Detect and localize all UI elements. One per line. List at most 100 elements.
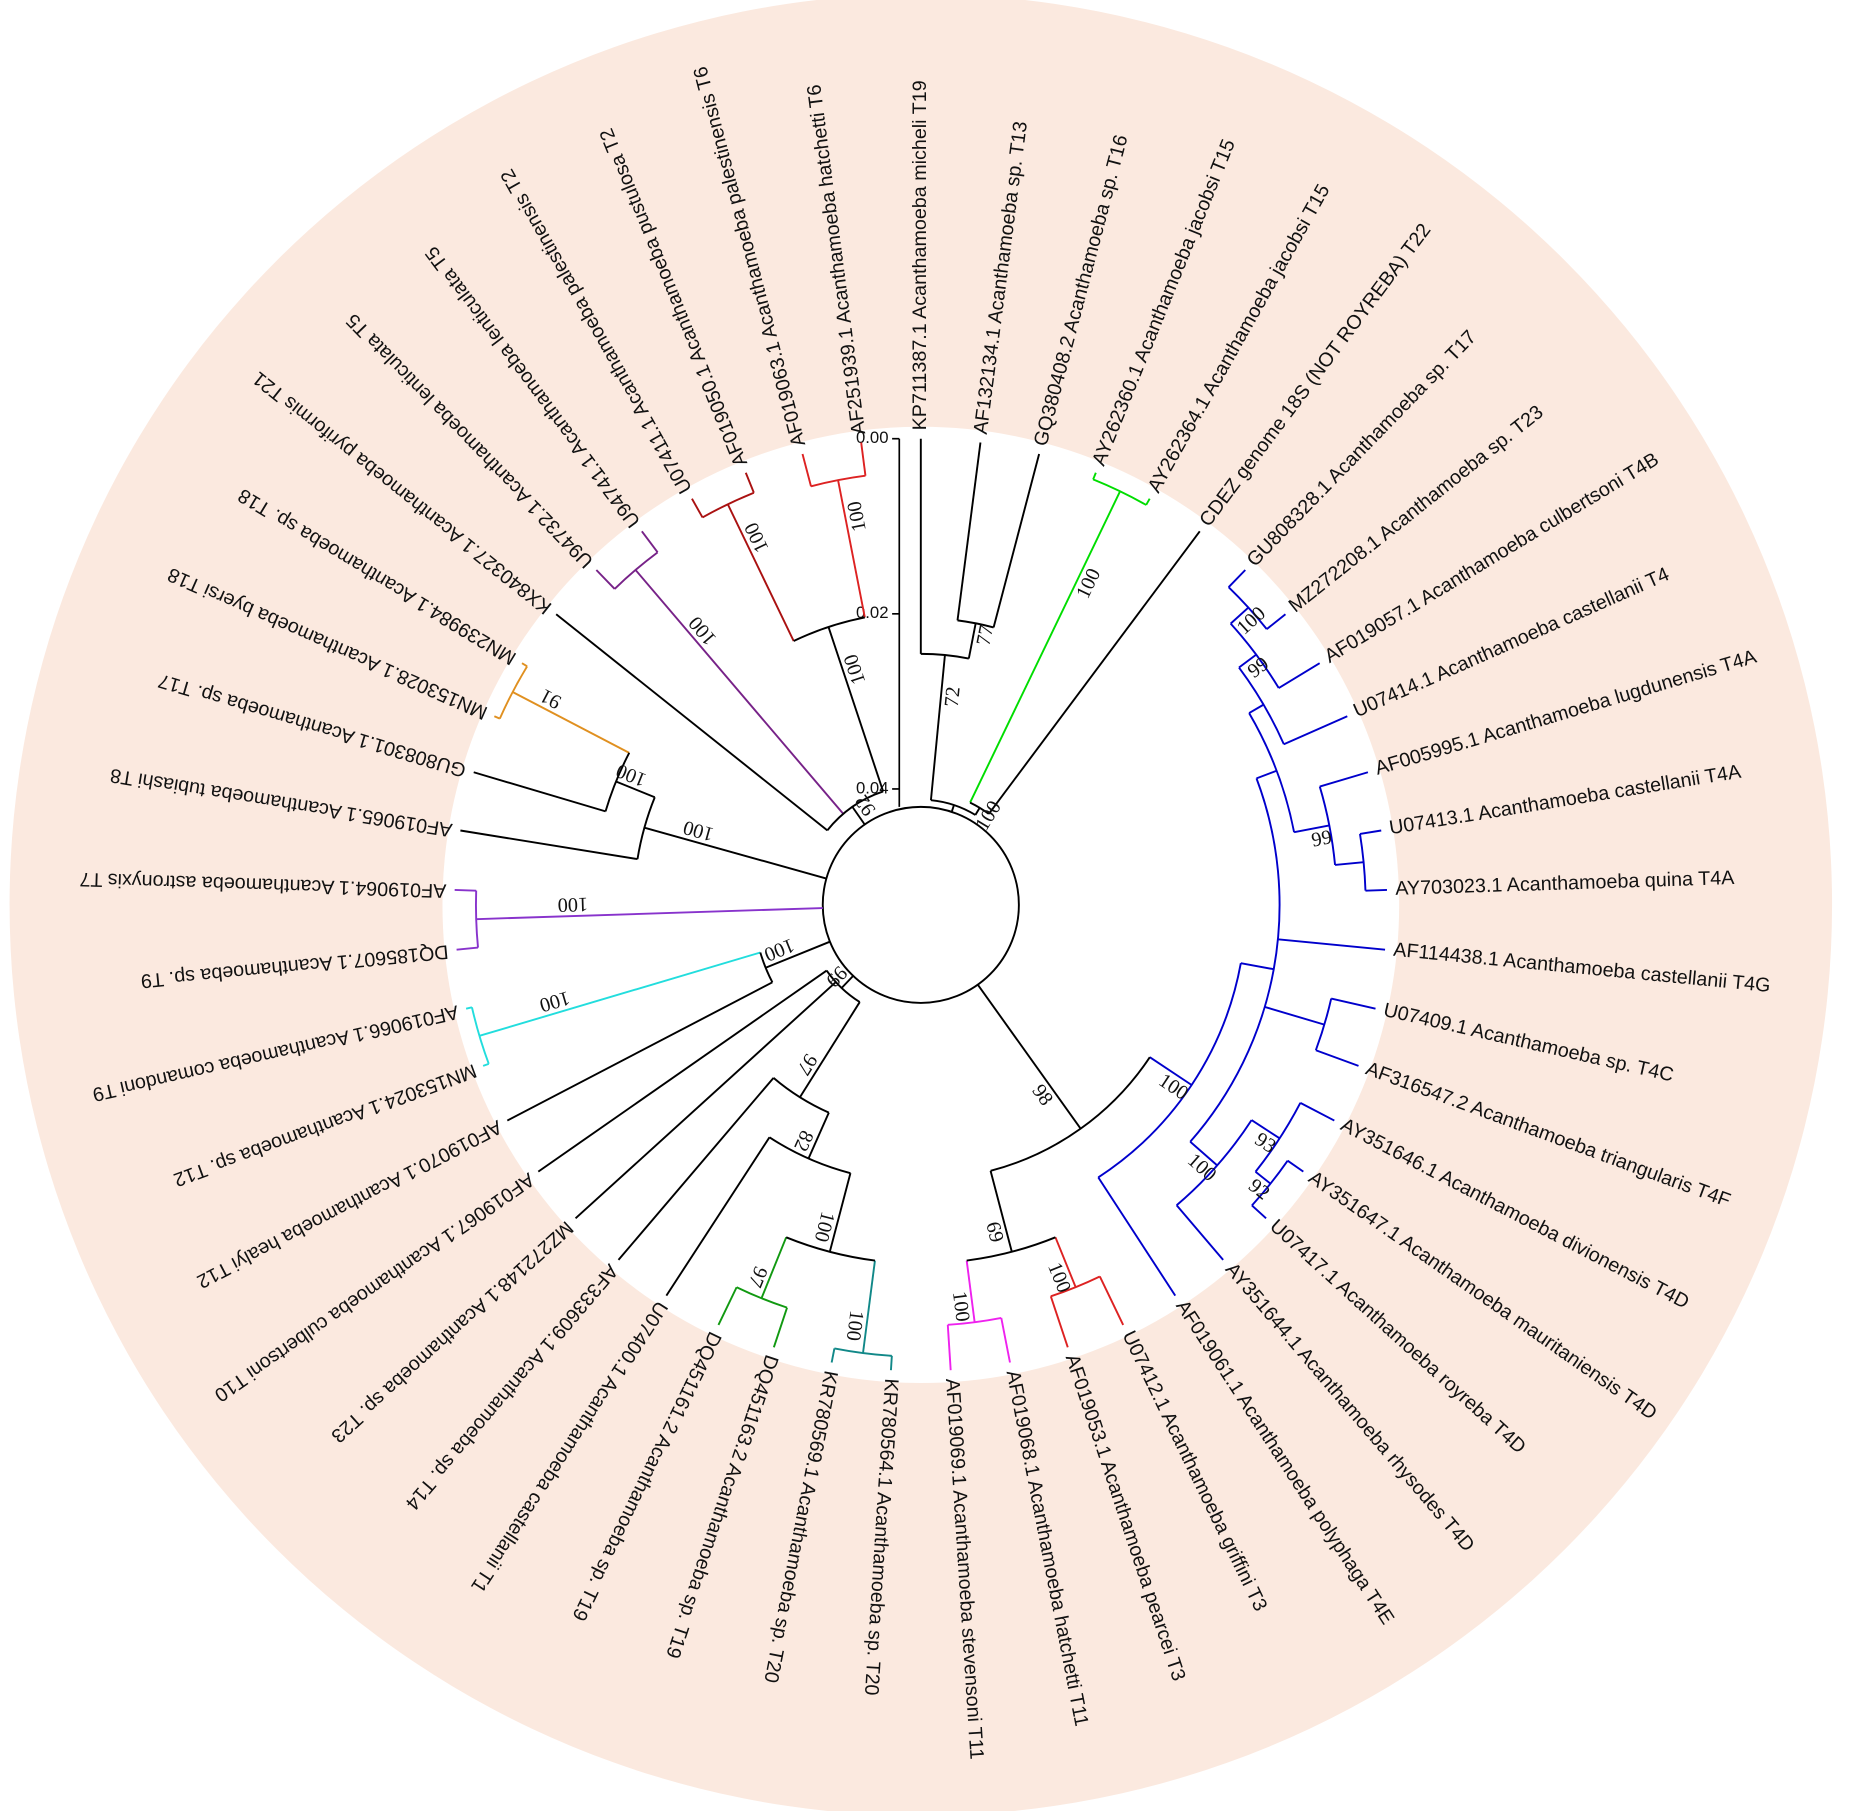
branch [1278, 662, 1321, 689]
branch [1334, 861, 1364, 866]
branch [1227, 569, 1246, 588]
branch [837, 479, 866, 618]
branch-arc [785, 1236, 876, 1262]
branch [717, 1286, 738, 1326]
branch [992, 453, 1041, 628]
branch [476, 907, 823, 921]
branch [1049, 1295, 1069, 1348]
branch [479, 951, 761, 1037]
scale-tick-label: 0.04 [856, 778, 889, 797]
branch [956, 442, 982, 621]
branch [1315, 1049, 1359, 1067]
branch [965, 1260, 976, 1323]
bootstrap-value: 72 [941, 686, 965, 708]
branch [634, 569, 845, 815]
branch [1277, 938, 1386, 951]
branch [1054, 1236, 1077, 1288]
branch [987, 530, 1201, 815]
branch [482, 1062, 490, 1067]
branch [615, 780, 656, 799]
branch [807, 1112, 830, 1159]
branch [1330, 997, 1376, 1010]
branch-arc [930, 799, 976, 816]
branch [493, 715, 501, 720]
branch [1251, 1119, 1281, 1140]
scale-tick-label: 0.00 [856, 428, 889, 447]
branch [1149, 1056, 1193, 1086]
scale-tick-label: 0.02 [856, 603, 889, 622]
branch [1256, 769, 1277, 780]
branch [1359, 829, 1382, 835]
branch [977, 984, 1082, 1130]
branch [799, 1001, 861, 1098]
branch [454, 889, 477, 892]
branch [665, 1136, 771, 1297]
branch-arc [826, 790, 884, 831]
branch [1145, 498, 1151, 506]
branch [828, 1172, 852, 1253]
branch [950, 804, 955, 813]
branch [1230, 606, 1250, 625]
branch [617, 1077, 775, 1261]
branch [765, 940, 831, 969]
branch-arc [702, 491, 755, 519]
bootstrap-value: 99 [1310, 826, 1334, 851]
branch [967, 623, 977, 659]
branch-arc [1248, 712, 1296, 833]
branch [801, 453, 812, 487]
bootstrap-value: 100 [948, 1290, 974, 1323]
branch [1287, 1159, 1304, 1173]
branch [1293, 824, 1330, 834]
branch [1092, 472, 1097, 480]
branch [929, 654, 946, 801]
leaf-label: KP711387.1 Acanthamoeba micheli T19 [909, 80, 931, 430]
branch [1000, 1317, 1011, 1363]
branch-arc [498, 665, 528, 719]
branch [460, 829, 638, 861]
branch [595, 569, 616, 590]
branch [1189, 1140, 1218, 1167]
branch [641, 530, 659, 553]
branch [1266, 613, 1287, 630]
branch [473, 771, 606, 813]
root-circle [821, 805, 1020, 1004]
branch [1319, 771, 1369, 788]
branch [1248, 703, 1265, 714]
branch-arc [966, 1236, 1056, 1262]
branch [974, 807, 981, 816]
branch-arc [957, 619, 994, 629]
branch [512, 691, 630, 754]
branch-arc [810, 474, 866, 488]
bootstrap-value: 100 [842, 1309, 868, 1342]
branch [506, 981, 773, 1122]
branch [1365, 889, 1387, 892]
branch [691, 498, 704, 518]
branch [1299, 1101, 1335, 1122]
branch [1240, 962, 1274, 971]
branch [969, 490, 1121, 804]
branch [574, 981, 837, 1220]
branch [537, 969, 828, 1173]
branch-arc [759, 952, 774, 983]
bootstrap-value: 100 [557, 893, 588, 916]
branch [946, 1324, 952, 1371]
inner-background [442, 426, 1400, 1384]
branch [1175, 1204, 1224, 1261]
branch-arc [613, 551, 659, 590]
branch [1098, 1276, 1125, 1326]
branch [1097, 1176, 1177, 1297]
branch [521, 662, 528, 668]
branch [772, 1307, 788, 1348]
branch [840, 975, 854, 989]
branch [860, 442, 867, 476]
branch [1251, 1204, 1267, 1220]
bootstrap-value: 77 [973, 623, 998, 647]
branch [889, 1355, 893, 1371]
branch [830, 1348, 836, 1363]
branch [1238, 653, 1257, 669]
branch-arc [1092, 478, 1147, 506]
branch [862, 1260, 876, 1354]
branch [726, 503, 795, 642]
